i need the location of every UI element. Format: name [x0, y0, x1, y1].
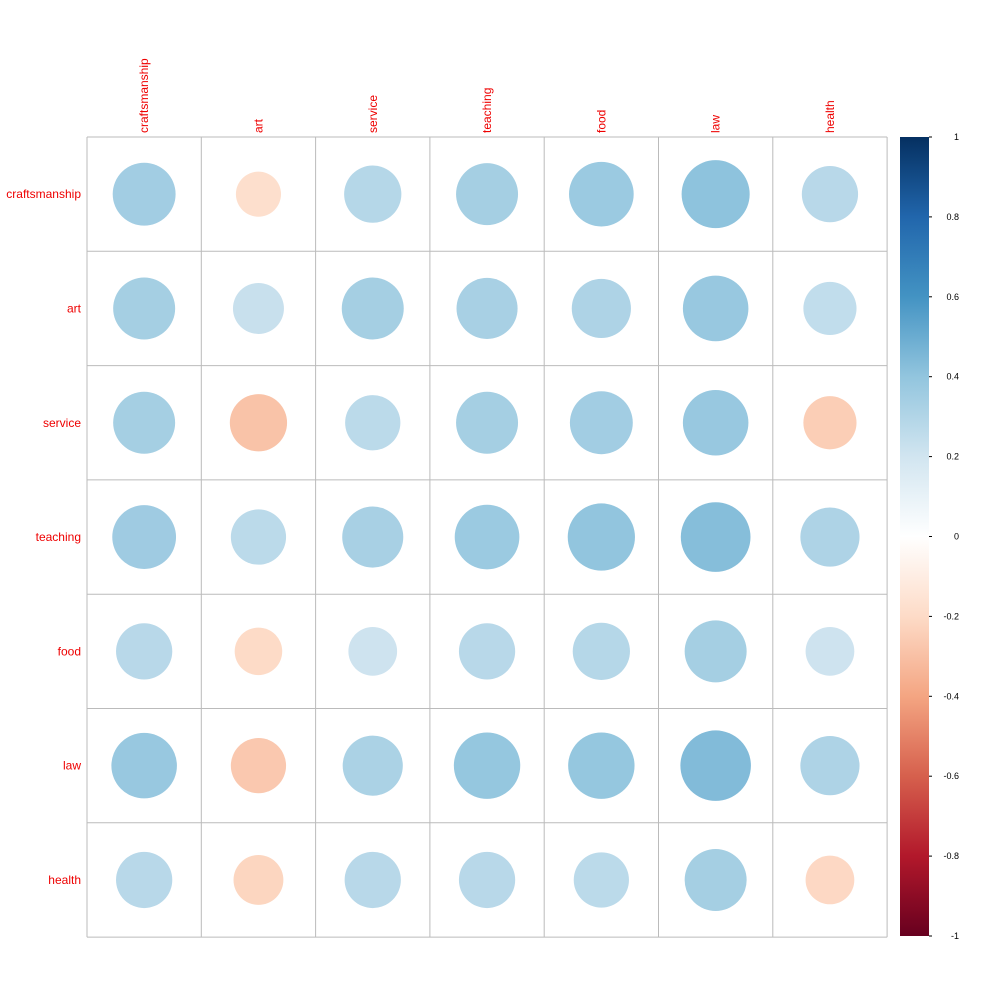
colorbar-tick-label: -0.4	[943, 691, 959, 701]
correlation-circle-health-service	[344, 851, 401, 909]
correlation-circles	[111, 160, 860, 911]
colorbar-tick-label: 0.8	[946, 212, 959, 222]
correlation-circle-service-food	[569, 391, 633, 455]
correlation-circle-craftsmanship-art	[235, 171, 281, 217]
correlation-circle-law-health	[800, 736, 860, 796]
correlation-circle-health-craftsmanship	[116, 851, 173, 909]
correlation-circle-craftsmanship-service	[344, 165, 402, 223]
row-label-law: law	[63, 759, 81, 773]
row-label-service: service	[43, 416, 81, 430]
correlation-circle-service-health	[803, 396, 857, 450]
row-label-art: art	[67, 301, 82, 315]
correlation-circle-teaching-craftsmanship	[112, 505, 177, 569]
correlation-circle-service-law	[682, 389, 749, 456]
correlation-circle-craftsmanship-craftsmanship	[112, 162, 176, 226]
correlation-circle-art-service	[341, 277, 404, 340]
colorbar-tick-label: 1	[954, 132, 959, 142]
correlation-circle-law-law	[680, 730, 751, 801]
correlation-circle-health-food	[573, 852, 629, 908]
row-label-teaching: teaching	[36, 530, 81, 544]
correlation-circle-art-food	[571, 278, 631, 339]
correlation-circle-food-service	[348, 626, 398, 676]
correlation-circle-food-craftsmanship	[116, 623, 173, 680]
column-label-health: health	[823, 100, 837, 133]
correlation-circle-teaching-teaching	[454, 504, 520, 570]
correlation-circle-art-art	[232, 282, 284, 334]
correlation-circle-health-art	[233, 855, 284, 905]
correlation-circle-health-teaching	[458, 851, 516, 909]
correlation-circle-service-service	[345, 395, 401, 451]
colorbar-tick-label: -0.6	[943, 771, 959, 781]
correlation-circle-service-art	[229, 394, 288, 452]
correlation-circle-health-law	[684, 848, 747, 911]
correlation-circle-service-craftsmanship	[113, 391, 176, 454]
correlation-circle-art-teaching	[456, 277, 518, 339]
correlation-circle-art-law	[682, 275, 749, 342]
colorbar-tick-label: -0.2	[943, 611, 959, 621]
correlation-circle-teaching-art	[230, 509, 287, 565]
colorbar-tick-label: 0.2	[946, 452, 959, 462]
row-label-food: food	[58, 644, 81, 658]
column-labels: craftsmanship art service teaching food law he…	[137, 58, 837, 133]
correlation-circle-craftsmanship-law	[681, 160, 750, 229]
column-label-teaching: teaching	[480, 88, 494, 133]
correlation-circle-teaching-health	[800, 507, 860, 567]
row-label-health: health	[48, 873, 81, 887]
row-labels: craftsmanship art service teaching food law he…	[6, 187, 81, 887]
correlation-circle-craftsmanship-food	[569, 161, 634, 227]
color-legend	[900, 137, 929, 936]
correlation-circle-law-service	[342, 735, 403, 796]
colorbar-ticks: 1 0.8 0.6 0.4 0.2 0 -0.2 -0.4 -0.6 -0.8 -1	[929, 132, 959, 941]
colorbar-tick-label: 0	[954, 532, 959, 542]
colorbar-tick-label: 0.6	[946, 292, 959, 302]
correlation-circle-craftsmanship-health	[801, 166, 859, 223]
correlation-circle-food-art	[234, 627, 283, 676]
correlation-circle-craftsmanship-teaching	[456, 163, 519, 226]
matrix-grid	[86, 136, 888, 938]
correlation-circle-teaching-law	[680, 502, 751, 572]
colorbar-tick-label: -0.8	[943, 851, 959, 861]
column-label-service: service	[366, 95, 380, 133]
correlation-circle-service-teaching	[456, 391, 519, 454]
column-label-law: law	[709, 115, 723, 133]
column-label-art: art	[251, 118, 265, 133]
row-label-craftsmanship: craftsmanship	[6, 187, 81, 201]
correlation-circle-law-food	[568, 732, 635, 799]
colorbar-tick-label: 0.4	[946, 372, 959, 382]
correlation-circle-law-craftsmanship	[111, 732, 177, 799]
correlation-circle-art-health	[803, 281, 857, 336]
correlation-circle-health-health	[805, 855, 855, 905]
correlation-circle-food-law	[684, 620, 747, 683]
correlation-circle-art-craftsmanship	[113, 277, 176, 340]
correlation-circle-food-health	[805, 626, 855, 676]
colorbar-tick-label: -1	[951, 931, 959, 941]
correlation-circle-law-teaching	[453, 732, 521, 799]
correlation-circle-teaching-service	[342, 506, 404, 568]
correlation-circle-law-art	[230, 738, 287, 794]
column-label-craftsmanship: craftsmanship	[137, 58, 151, 133]
colorbar	[900, 137, 929, 936]
column-label-food: food	[594, 110, 608, 133]
correlation-circle-food-teaching	[458, 623, 516, 680]
correlation-circle-teaching-food	[567, 503, 635, 571]
correlation-circle-food-food	[572, 622, 630, 680]
